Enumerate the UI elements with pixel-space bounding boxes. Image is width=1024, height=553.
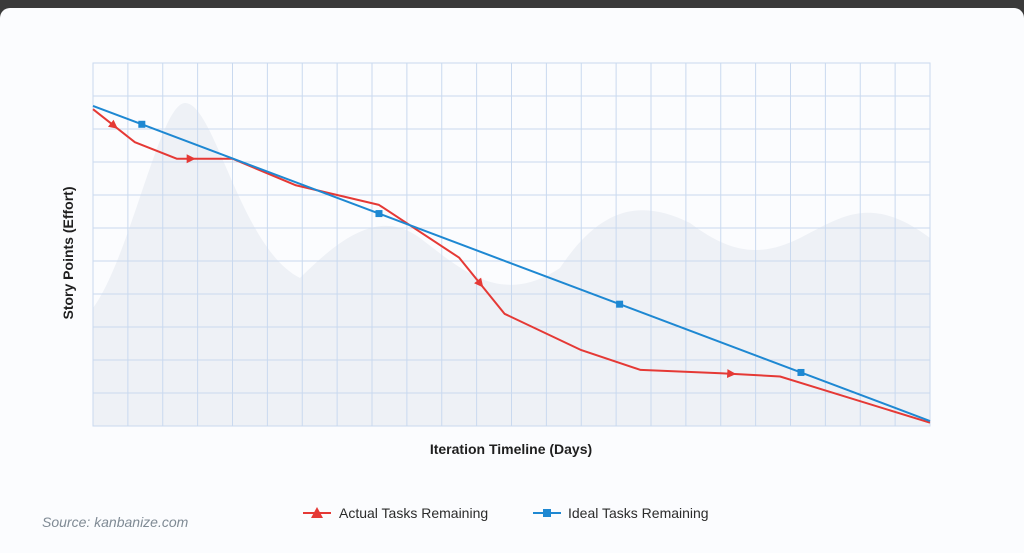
source-text: Source: kanbanize.com (42, 514, 189, 530)
data-point-ideal (138, 120, 146, 128)
legend-item-actual: Actual Tasks Remaining (303, 505, 488, 521)
data-point-actual (726, 369, 737, 379)
data-point-actual (107, 119, 118, 129)
legend-marker-actual (311, 507, 323, 518)
y-axis-title: Story Points (Effort) (60, 187, 76, 320)
chart-card: Iteration Timeline (Days) Story Points (… (0, 8, 1024, 553)
legend-item-ideal: Ideal Tasks Remaining (533, 505, 709, 521)
data-point-ideal (616, 300, 624, 308)
legend-marker-ideal (543, 509, 551, 517)
legend-label-ideal: Ideal Tasks Remaining (568, 505, 709, 521)
x-axis-title: Iteration Timeline (Days) (430, 441, 592, 457)
grid (92, 62, 931, 427)
series-line-ideal (92, 104, 931, 422)
series-markers (107, 119, 805, 379)
series-lines (92, 104, 931, 424)
legend-label-actual: Actual Tasks Remaining (339, 505, 488, 521)
legend: Actual Tasks Remaining Ideal Tasks Remai… (303, 505, 709, 521)
series-line-actual (92, 108, 931, 424)
data-point-ideal (375, 210, 383, 218)
data-point-actual (474, 277, 484, 288)
burndown-chart: Iteration Timeline (Days) Story Points (… (60, 62, 931, 521)
data-point-ideal (797, 368, 805, 376)
data-point-actual (186, 154, 196, 164)
